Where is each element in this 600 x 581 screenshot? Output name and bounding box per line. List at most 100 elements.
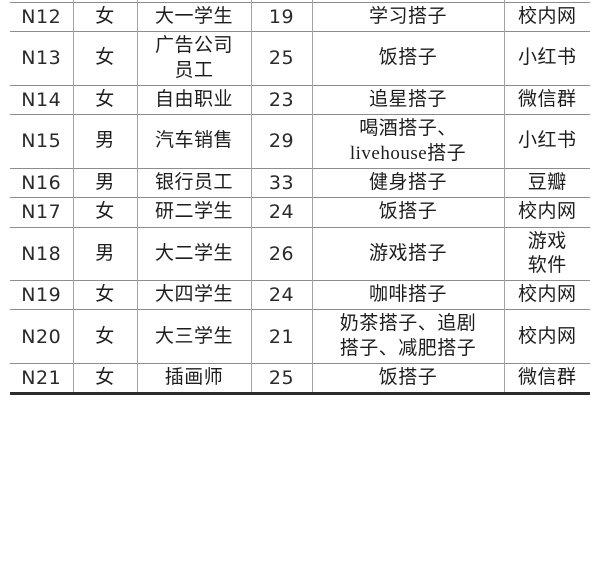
cell-occupation: 汽车销售 <box>137 114 252 169</box>
cell-companion-type-line: 奶茶搭子、追剧 <box>339 313 477 335</box>
table-row: N20 女大三学生 21 奶茶搭子、追剧 搭子、减肥搭子 校内网 <box>10 309 590 364</box>
cell-occupation: 银行员工 <box>137 167 252 198</box>
cell-occupation-line: 大三学生 <box>154 325 233 347</box>
cell-gender: 女 <box>73 363 138 396</box>
cell-platform: 豆瓣 <box>504 167 590 198</box>
cell-age: 21 <box>251 309 313 364</box>
cell-platform-line: 校内网 <box>517 325 577 347</box>
cell-companion-type: 饭搭子 <box>312 363 505 396</box>
cell-companion-type-line: 饭搭子 <box>378 367 438 389</box>
cell-respondent-id: N17 <box>10 197 74 227</box>
cell-gender: 女 <box>73 31 138 86</box>
cell-platform: 小红书 <box>504 31 590 86</box>
cell-occupation-line: 大四学生 <box>154 284 233 306</box>
cell-age: 26 <box>251 226 313 281</box>
cell-occupation-line: 插画师 <box>164 367 224 389</box>
cell-platform-line: 校内网 <box>517 201 577 223</box>
cell-companion-type-line: 饭搭子 <box>378 201 438 223</box>
cell-platform: 校内网 <box>504 197 590 227</box>
cell-respondent-id: N13 <box>10 31 74 86</box>
cell-platform-line: 小红书 <box>517 130 577 152</box>
cell-occupation-line: 员工 <box>174 59 214 81</box>
cell-companion-type: 游戏搭子 <box>312 226 505 281</box>
cell-age: 33 <box>251 167 313 198</box>
cell-companion-type-line: 追星搭子 <box>368 88 447 110</box>
cell-platform: 校内网 <box>504 280 590 310</box>
cell-platform-line: 软件 <box>527 254 567 276</box>
cell-companion-type-line: 喝酒搭子、 <box>359 118 457 140</box>
cell-platform-line: 小红书 <box>517 47 577 69</box>
cell-companion-type-line: livehouse搭子 <box>349 142 467 164</box>
cell-companion-type: 学习搭子 <box>312 1 505 32</box>
cell-companion-type-line: 游戏搭子 <box>368 242 447 264</box>
cell-occupation: 广告公司 员工 <box>137 31 252 86</box>
cell-respondent-id: N14 <box>10 84 74 115</box>
cell-companion-type: 咖啡搭子 <box>312 280 505 310</box>
cell-respondent-id: N15 <box>10 114 74 169</box>
cell-age: 25 <box>251 31 313 86</box>
table-row: N14 女自由职业 23 追星搭子 微信群 <box>10 84 590 115</box>
respondent-table: N12 女大一学生 19 学习搭子 校内网 N13 女广告公司 员工 25 饭搭子 小红书 N14 女自… <box>10 1 590 396</box>
cell-platform-line: 游戏 <box>527 230 567 252</box>
cell-age: 23 <box>251 84 313 115</box>
cell-gender: 女 <box>73 197 138 227</box>
cell-occupation: 研二学生 <box>137 197 252 227</box>
cell-occupation: 大三学生 <box>137 309 252 364</box>
cell-occupation-line: 银行员工 <box>154 171 233 193</box>
cell-occupation: 大四学生 <box>137 280 252 310</box>
cell-respondent-id: N21 <box>10 363 74 396</box>
cell-gender: 女 <box>73 280 138 310</box>
cell-occupation: 大一学生 <box>137 1 252 32</box>
table-row: N16 男银行员工 33 健身搭子 豆瓣 <box>10 167 590 198</box>
cell-companion-type: 奶茶搭子、追剧 搭子、减肥搭子 <box>312 309 505 364</box>
cell-age: 25 <box>251 363 313 396</box>
cell-companion-type-line: 健身搭子 <box>368 171 447 193</box>
cell-occupation: 自由职业 <box>137 84 252 115</box>
cell-respondent-id: N18 <box>10 226 74 281</box>
table-row: N15 男汽车销售 29 喝酒搭子、 livehouse搭子 小红书 <box>10 114 590 169</box>
cell-age: 24 <box>251 197 313 227</box>
cell-companion-type: 饭搭子 <box>312 197 505 227</box>
cell-companion-type: 追星搭子 <box>312 84 505 115</box>
cell-companion-type-line: 饭搭子 <box>378 47 438 69</box>
cell-platform: 校内网 <box>504 309 590 364</box>
cell-gender: 女 <box>73 84 138 115</box>
cell-platform-line: 校内网 <box>517 6 577 27</box>
cell-companion-type-line: 学习搭子 <box>368 6 447 27</box>
cell-respondent-id: N20 <box>10 309 74 364</box>
cell-platform-line: 微信群 <box>517 88 577 110</box>
cell-platform-line: 校内网 <box>517 284 577 306</box>
cell-gender: 女 <box>73 309 138 364</box>
cell-platform-line: 微信群 <box>517 367 577 389</box>
cell-occupation-line: 广告公司 <box>154 35 233 57</box>
table-top-divider-stubs <box>0 0 600 3</box>
table-row: N13 女广告公司 员工 25 饭搭子 小红书 <box>10 31 590 86</box>
cell-platform: 校内网 <box>504 1 590 32</box>
cell-age: 24 <box>251 280 313 310</box>
table-row: N21 女 插画师 25 饭搭子 微信群 <box>10 363 590 396</box>
cell-platform: 游戏 软件 <box>504 226 590 281</box>
cell-companion-type: 喝酒搭子、 livehouse搭子 <box>312 114 505 169</box>
cell-age: 29 <box>251 114 313 169</box>
table-row: N18 男大二学生 26 游戏搭子 游戏 软件 <box>10 226 590 281</box>
cell-occupation-line: 大二学生 <box>154 242 233 264</box>
cell-gender: 女 <box>73 1 138 32</box>
cell-platform: 微信群 <box>504 84 590 115</box>
cell-occupation-line: 大一学生 <box>154 6 233 27</box>
cell-occupation: 大二学生 <box>137 226 252 281</box>
cell-companion-type-line: 咖啡搭子 <box>368 284 447 306</box>
cell-companion-type: 饭搭子 <box>312 31 505 86</box>
cell-occupation-line: 研二学生 <box>154 201 233 223</box>
cell-platform: 小红书 <box>504 114 590 169</box>
cell-respondent-id: N12 <box>10 1 74 32</box>
table-row: N12 女大一学生 19 学习搭子 校内网 <box>10 1 590 32</box>
cell-respondent-id: N16 <box>10 167 74 198</box>
table-row: N19 女大四学生 24 咖啡搭子 校内网 <box>10 280 590 310</box>
cell-age: 19 <box>251 1 313 32</box>
cell-companion-type: 健身搭子 <box>312 167 505 198</box>
cell-companion-type-line: 搭子、减肥搭子 <box>339 337 477 359</box>
cell-occupation-line: 自由职业 <box>154 88 233 110</box>
table-body: N12 女大一学生 19 学习搭子 校内网 N13 女广告公司 员工 25 饭搭子 小红书 N14 女自… <box>10 1 590 396</box>
cell-platform: 微信群 <box>504 363 590 396</box>
